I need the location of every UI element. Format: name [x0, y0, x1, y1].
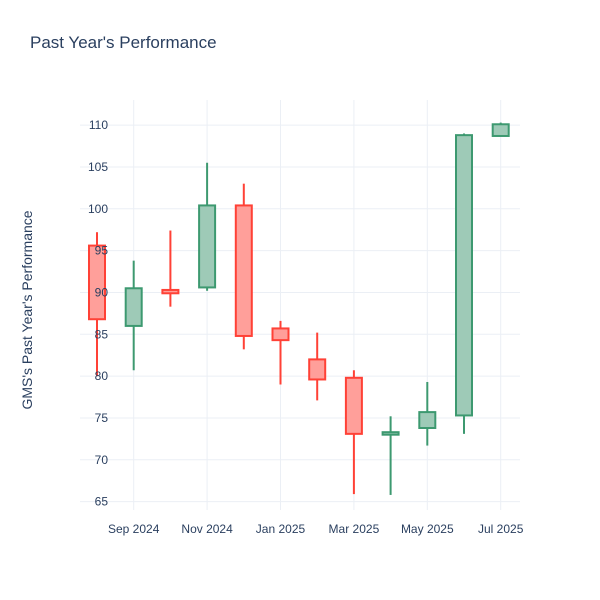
x-tick-label: Sep 2024 [108, 522, 160, 536]
x-tick-labels: Sep 2024 Nov 2024 Jan 2025 Mar 2025 May 2025… [108, 522, 524, 536]
candle [418, 381, 437, 446]
candle-body [88, 244, 106, 321]
candle [271, 320, 290, 385]
candle-body [234, 204, 253, 337]
candle [198, 162, 217, 291]
candle [88, 232, 106, 377]
y-tick-label: 100 [88, 202, 108, 216]
y-tick-label: 80 [95, 369, 109, 383]
x-tick-label: Nov 2024 [181, 522, 233, 536]
y-tick-label: 85 [95, 327, 109, 341]
candle-body [455, 134, 473, 417]
candle-body [198, 204, 217, 289]
candle-body [161, 288, 180, 295]
candle [234, 183, 253, 350]
candle-body [124, 287, 143, 327]
y-tick-label: 65 [95, 495, 109, 509]
y-tick-labels: 65 70 75 80 85 90 95 100 105 110 [88, 118, 108, 509]
chart-title: Past Year's Performance [30, 33, 217, 52]
candle-layer [88, 122, 510, 495]
candle-body [344, 376, 363, 435]
candle-body [308, 358, 327, 381]
x-tick-label: May 2025 [401, 522, 454, 536]
y-tick-label: 110 [89, 118, 108, 132]
candle-body [381, 431, 400, 436]
candle [491, 122, 510, 137]
candle-body [491, 123, 510, 137]
candle [344, 370, 363, 495]
y-tick-label: 90 [95, 285, 109, 299]
x-tick-label: Jan 2025 [256, 522, 306, 536]
x-tick-label: Mar 2025 [329, 522, 380, 536]
candle [381, 416, 400, 495]
y-tick-label: 95 [95, 244, 109, 258]
candle [161, 230, 180, 307]
candle-body [418, 411, 437, 430]
y-tick-label: 75 [95, 411, 109, 425]
x-tick-label: Jul 2025 [478, 522, 524, 536]
candle-body [271, 327, 290, 342]
grid-layer [80, 100, 520, 510]
candle [124, 260, 143, 371]
y-tick-label: 70 [95, 453, 109, 467]
y-tick-label: 105 [88, 160, 108, 174]
y-axis-title: GMS's Past Year's Performance [19, 210, 35, 409]
candle [455, 133, 473, 434]
candle [308, 332, 327, 401]
